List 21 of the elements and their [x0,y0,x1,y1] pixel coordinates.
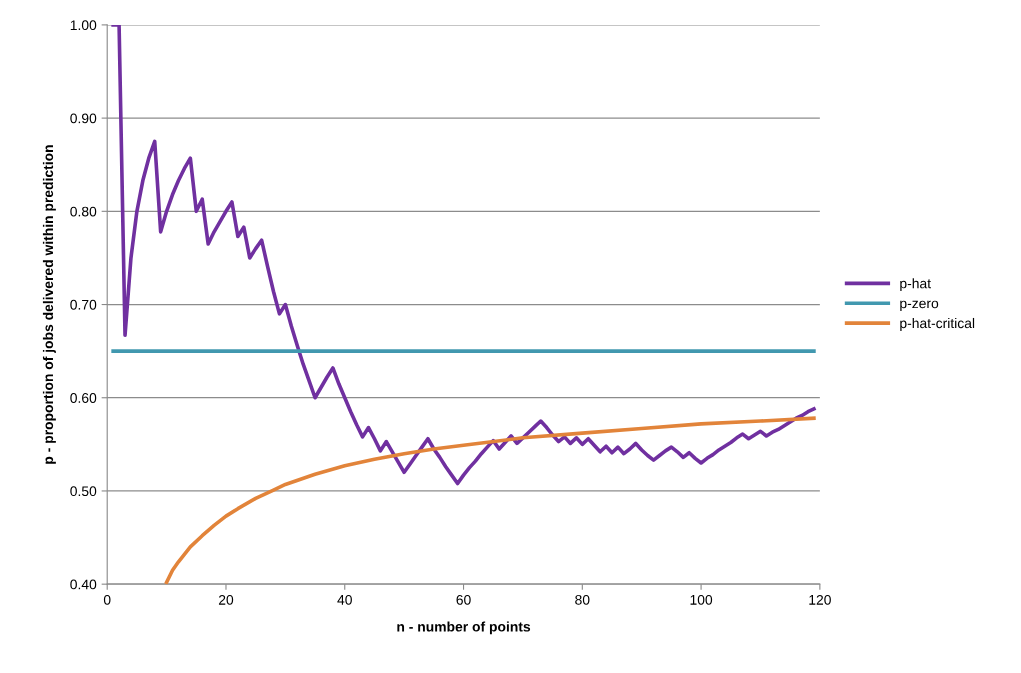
legend-label: p-hat-critical [900,317,975,331]
x-axis-title: n - number of points [397,621,531,635]
x-tick-label: 120 [809,594,831,605]
x-tick-label: 20 [218,594,234,605]
x-tick-label: 40 [337,594,352,605]
y-tick-label: 0.70 [70,299,97,310]
y-tick-label: 0.80 [70,206,97,217]
x-tick-label: 80 [575,594,590,605]
y-tick-label: 0.40 [70,579,97,590]
line-series [111,24,816,486]
y-axis-title: p - proportion of jobs delivered within prediction [42,145,56,464]
x-tick-label: 100 [690,594,713,605]
line-series [164,416,816,585]
x-tick-label: 60 [456,594,471,605]
y-tick-label: 0.60 [70,393,97,403]
legend-label: p-hat [900,278,931,292]
y-tick-label: 1.00 [70,20,97,31]
y-tick-label: 0.90 [70,113,97,124]
x-tick-label: 0 [103,594,111,605]
y-tick-label: 0.50 [70,486,97,497]
legend-label: p-zero [900,300,939,312]
